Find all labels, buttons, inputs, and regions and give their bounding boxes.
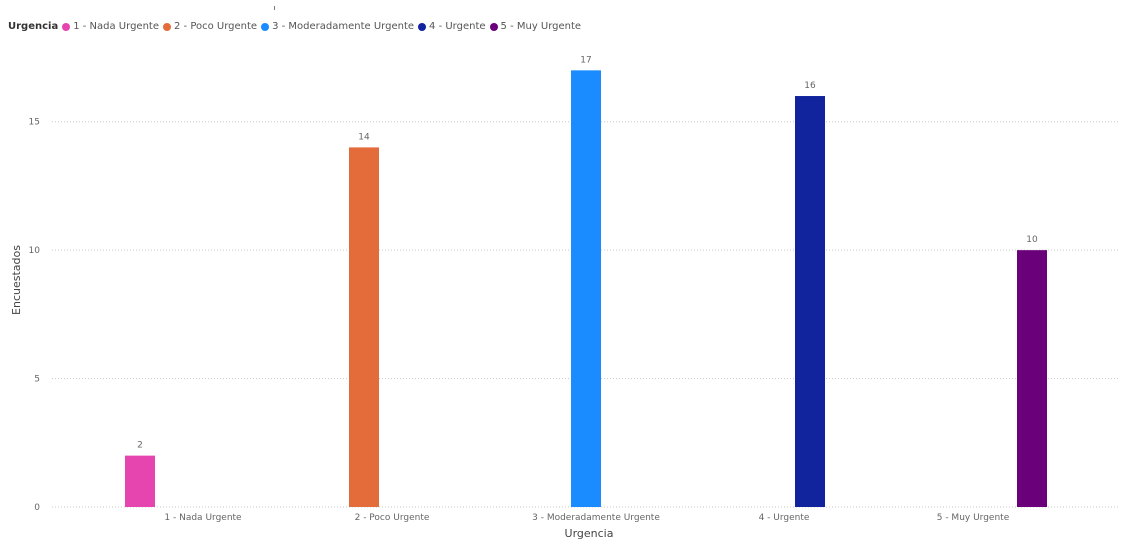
labels: 0 5 10 15 2 1 - Nada Urgente 14 2 - Poco Urgent…: [29, 55, 1038, 523]
y-tick-label: 5: [34, 375, 40, 385]
x-tick-label: 1 - Nada Urgente: [164, 513, 242, 523]
legend-item-label: 4 - Urgente: [429, 21, 486, 32]
legend-item[interactable]: 2 - Poco Urgente: [162, 21, 258, 32]
legend-title: Urgencia: [8, 21, 59, 32]
bar: [571, 70, 601, 507]
x-axis-title: Urgencia: [565, 527, 614, 540]
gridlines: [52, 121, 1118, 508]
data-label: 2: [137, 441, 143, 451]
legend-color-dot: [489, 22, 498, 31]
legend-color-dot: [261, 22, 270, 31]
y-tick-label: 10: [29, 246, 41, 256]
bar: [125, 455, 155, 507]
legend-item[interactable]: 3 - Moderadamente Urgente: [261, 21, 414, 32]
data-label: 16: [804, 81, 816, 91]
legend-item-label: 2 - Poco Urgente: [173, 21, 258, 32]
legend-color-dot: [62, 22, 71, 31]
x-tick-label: 4 - Urgente: [759, 513, 810, 523]
data-label: 14: [358, 132, 370, 142]
bar: [795, 96, 825, 508]
data-label: 17: [580, 55, 591, 65]
legend-item-label: 3 - Moderadamente Urgente: [272, 21, 415, 32]
legend-item-label: 1 - Nada Urgente: [73, 21, 159, 32]
y-axis-title: Encuestados: [10, 245, 23, 315]
legend-item-label: 5 - Muy Urgente: [500, 21, 582, 32]
legend-item[interactable]: 1 - Nada Urgente: [62, 21, 159, 32]
legend-color-dot: [418, 22, 427, 31]
bar: [349, 147, 379, 507]
x-tick-label: 3 - Moderadamente Urgente: [532, 513, 660, 523]
bars: [125, 70, 1047, 508]
bar: [1017, 250, 1047, 507]
legend-item[interactable]: 5 - Muy Urgente: [489, 21, 582, 32]
y-tick-label: 15: [29, 118, 40, 128]
x-tick-label: 2 - Poco Urgente: [355, 513, 430, 523]
top-tick-mark: [274, 6, 275, 10]
x-tick-label: 5 - Muy Urgente: [937, 513, 1010, 523]
legend: Urgencia 1 - Nada Urgente 2 - Poco Urgen…: [8, 21, 585, 32]
legend-color-dot: [162, 22, 171, 31]
y-tick-label: 0: [34, 503, 40, 513]
legend-item[interactable]: 4 - Urgente: [418, 21, 486, 32]
data-label: 10: [1026, 235, 1038, 245]
